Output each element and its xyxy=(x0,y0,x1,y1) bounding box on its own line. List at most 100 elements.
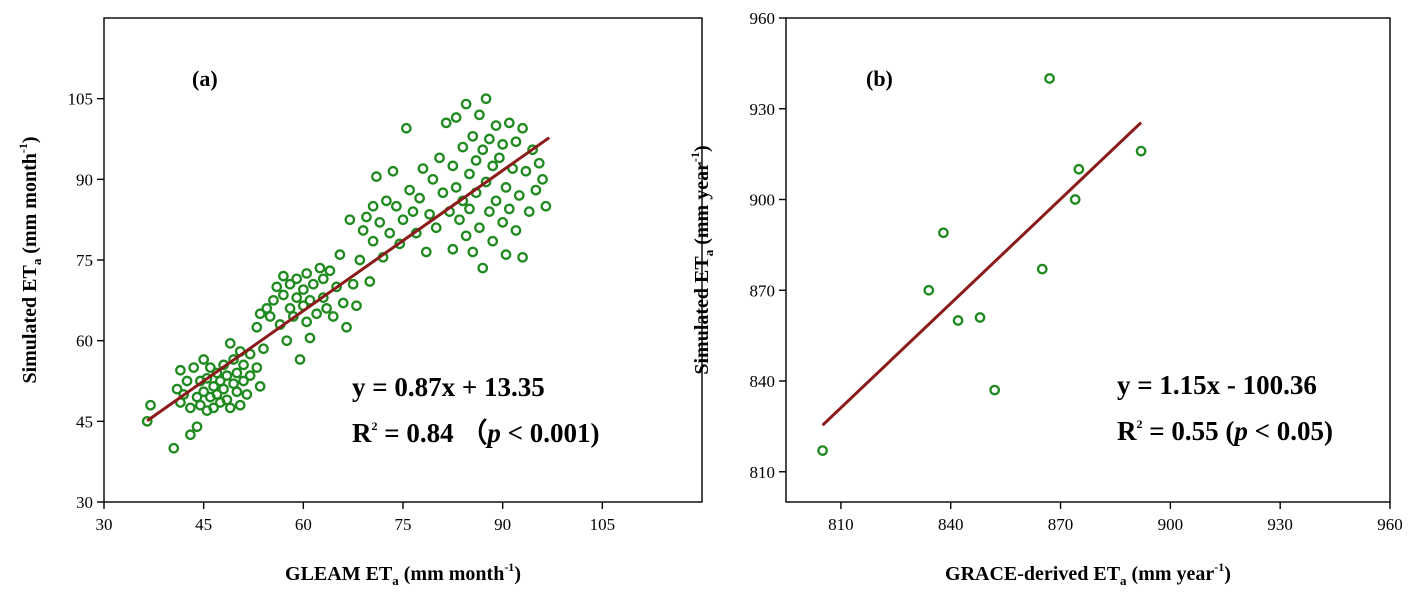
panel-a-y-tick-label: 90 xyxy=(76,170,93,189)
panel-a-data-point xyxy=(331,281,342,293)
panel-a-data-point xyxy=(447,160,459,172)
panel-a-data-point xyxy=(434,152,445,164)
panel-a-label: (a) xyxy=(192,66,218,91)
panel-b-data-point xyxy=(1044,73,1055,84)
panel-a-data-point xyxy=(517,251,528,263)
panel-a-data-point xyxy=(188,362,200,373)
panel-a-data-point xyxy=(487,160,499,172)
panel-b-data-point xyxy=(1069,194,1081,205)
panel-b-x-tick-label: 870 xyxy=(1048,515,1074,534)
panel-a-y-tick-label: 75 xyxy=(76,251,93,270)
panel-a-data-point xyxy=(301,268,313,279)
panel-a-data-point xyxy=(241,389,253,400)
panel-a-data-point xyxy=(354,254,366,266)
panel-a-data-point xyxy=(387,165,399,177)
panel-a-data-point xyxy=(503,203,515,215)
panel-a-data-point xyxy=(480,176,492,188)
panel-a-data-point xyxy=(284,278,296,290)
panel-a-data-point xyxy=(361,211,372,223)
panel-a-data-point xyxy=(530,184,542,196)
panel-a-data-point xyxy=(477,262,489,274)
panel-a-data-point xyxy=(175,364,186,376)
panel-a-data-point xyxy=(493,152,505,164)
panel-a-data-point xyxy=(297,284,309,295)
panel-a-data-point xyxy=(540,200,552,212)
panel-a-data-point xyxy=(474,109,485,121)
panel-a-data-point xyxy=(371,171,382,182)
panel-b-data-point xyxy=(923,284,935,296)
panel-a-data-point xyxy=(268,294,279,306)
panel-a-data-point xyxy=(450,112,462,123)
panel-a-fit-line xyxy=(146,136,551,422)
panel-a-data-point xyxy=(490,120,502,131)
panel-a-data-point xyxy=(480,93,492,105)
panel-a-data-point xyxy=(384,227,396,239)
panel-a-data-point xyxy=(417,163,429,174)
panel-a-x-tick-label: 60 xyxy=(295,515,312,534)
panel-a-ticks: 30 45 60 75 90 105 30 45 60 75 90 105 xyxy=(68,90,616,534)
panel-a-data-point xyxy=(520,165,532,177)
panel-a-y-tick-label: 45 xyxy=(76,412,93,431)
panel-a-data-point xyxy=(228,354,239,365)
panel-a-data-point xyxy=(537,173,548,185)
panel-a-data-point xyxy=(208,402,219,414)
panel-a-data-point xyxy=(523,206,535,217)
panel-a-data-point xyxy=(517,122,528,134)
panel-a-data-point xyxy=(145,399,156,411)
panel-a-y-tick-label: 30 xyxy=(76,493,93,512)
panel-a-data-point xyxy=(357,225,369,236)
panel-a-y-tick-label: 105 xyxy=(68,90,94,109)
panel-a-x-tick-label: 105 xyxy=(590,515,616,534)
panel-a-data-point xyxy=(351,300,362,312)
panel-a-data-point xyxy=(251,362,263,373)
panel-b-y-tick-label: 930 xyxy=(750,100,776,119)
panel-a-data-point xyxy=(500,182,512,193)
panel-a-data-point xyxy=(311,308,322,320)
panel-a-data-point xyxy=(238,359,249,371)
panel-a-data-point xyxy=(317,292,329,303)
panel-a-data-point xyxy=(437,187,449,199)
panel-a-data-point xyxy=(460,98,472,110)
panel-b-y-tick-label: 810 xyxy=(750,463,776,482)
panel-a-data-point xyxy=(301,316,313,328)
panel-a-data-point xyxy=(533,157,545,169)
panel-a-data-point xyxy=(484,206,495,217)
panel-b-x-tick-label: 900 xyxy=(1158,515,1184,534)
panel-b-points xyxy=(817,73,1147,456)
panel-a-x-axis-label: GLEAM ETa (mm month-1) xyxy=(285,560,521,588)
panel-a-data-point xyxy=(341,321,352,333)
panel-a-data-point xyxy=(191,421,203,433)
panel-a-data-point xyxy=(231,367,243,379)
panel-a-data-point xyxy=(381,195,392,207)
panel-b-y-tick-label: 900 xyxy=(750,191,776,210)
panel-a-data-point xyxy=(527,144,538,156)
panel-a-data-point xyxy=(334,249,346,260)
panel-b-x-tick-label: 840 xyxy=(938,515,964,534)
panel-a-data-point xyxy=(510,225,522,236)
panel-a-data-point xyxy=(407,206,419,217)
panel-b-x-tick-label: 930 xyxy=(1267,515,1293,534)
panel-a-data-point xyxy=(457,141,469,153)
panel-a-data-point xyxy=(264,311,276,322)
panel-b-r2: R2 = 0.55 (p < 0.05) xyxy=(1117,416,1333,446)
panel-a-data-point xyxy=(467,246,479,258)
panel-a-data-point xyxy=(254,308,266,320)
panel-a-data-point xyxy=(430,222,442,234)
panel-a-data-point xyxy=(218,383,229,395)
panel-a: 30 45 60 75 90 105 30 45 60 75 90 105 (a) y = 0.87x… xyxy=(16,17,703,588)
panel-a-data-point xyxy=(400,122,412,134)
panel-a-data-point xyxy=(367,235,379,247)
panel-a-data-point xyxy=(278,270,289,282)
panel-a-data-point xyxy=(454,214,465,226)
panel-b-x-tick-label: 810 xyxy=(828,515,854,534)
panel-b-data-point xyxy=(1073,163,1085,175)
panel-a-data-point xyxy=(460,230,472,242)
panel-a-data-point xyxy=(484,133,495,145)
panel-a-data-point xyxy=(374,217,386,228)
panel-a-data-point xyxy=(244,370,256,381)
panel-a-data-point xyxy=(367,200,379,212)
panel-a-y-tick-label: 60 xyxy=(76,332,93,351)
panel-a-data-point xyxy=(497,139,509,150)
panel-a-data-point xyxy=(185,402,196,414)
panel-a-data-point xyxy=(464,168,475,180)
